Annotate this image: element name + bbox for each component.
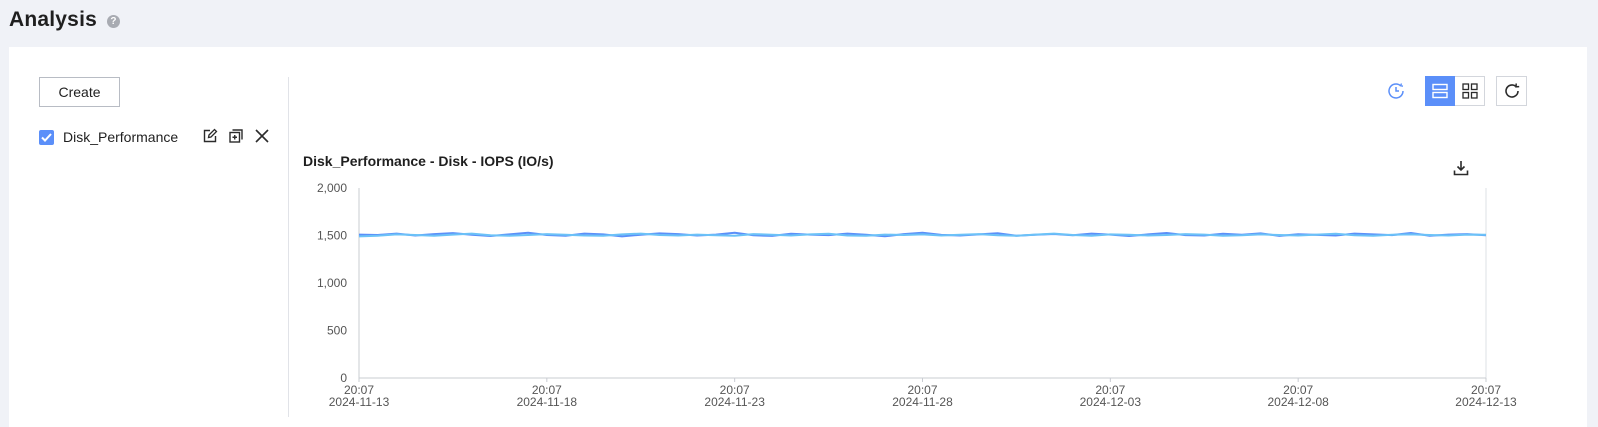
column-divider xyxy=(288,77,289,417)
list-view-button[interactable] xyxy=(1425,76,1455,106)
x-tick-date: 2024-12-13 xyxy=(1455,395,1517,409)
close-icon[interactable] xyxy=(253,127,271,145)
analysis-panel: Create Disk_Performance xyxy=(9,47,1587,427)
analysis-list: Create Disk_Performance xyxy=(9,47,289,427)
create-button[interactable]: Create xyxy=(39,77,120,107)
x-tick-date: 2024-12-08 xyxy=(1267,395,1329,409)
series-line-DAE000.1 xyxy=(358,232,1487,238)
x-tick-date: 2024-11-13 xyxy=(329,395,390,409)
chart-toolbar xyxy=(1385,76,1527,106)
x-tick-date: 2024-12-03 xyxy=(1080,395,1142,409)
x-tick-time: 20:07 xyxy=(1283,383,1313,397)
analysis-item-actions xyxy=(201,127,271,145)
x-tick-time: 20:07 xyxy=(532,383,562,397)
x-tick-date: 2024-11-28 xyxy=(892,395,953,409)
y-tick-label: 500 xyxy=(327,324,347,338)
download-icon[interactable] xyxy=(1452,159,1470,177)
x-tick-date: 2024-11-18 xyxy=(517,395,578,409)
x-tick-date: 2024-11-23 xyxy=(704,395,765,409)
x-tick-time: 20:07 xyxy=(1095,383,1125,397)
y-tick-label: 1,500 xyxy=(317,229,347,243)
page-title: Analysis xyxy=(9,8,97,31)
y-tick-label: 0 xyxy=(340,371,347,385)
y-tick-label: 1,000 xyxy=(317,276,347,290)
grid-view-icon xyxy=(1461,83,1478,99)
x-tick-time: 20:07 xyxy=(720,383,750,397)
clock-icon[interactable] xyxy=(1385,80,1407,102)
list-view-icon xyxy=(1432,83,1448,99)
page-header: Analysis ? xyxy=(9,0,120,40)
grid-view-button[interactable] xyxy=(1455,76,1485,106)
refresh-button[interactable] xyxy=(1496,76,1527,106)
y-tick-label: 2,000 xyxy=(317,181,347,195)
analysis-item-checkbox[interactable] xyxy=(39,129,54,145)
chart-title: Disk_Performance - Disk - IOPS (IO/s) xyxy=(303,153,554,169)
edit-icon[interactable] xyxy=(201,127,219,145)
y-axis: 0 500 1,000 1,500 2,000 xyxy=(317,181,1487,385)
x-axis: 20:072024-11-1320:072024-11-1820:072024-… xyxy=(329,377,1517,409)
analysis-item[interactable]: Disk_Performance xyxy=(39,127,178,147)
view-switcher xyxy=(1425,76,1485,106)
analysis-item-label: Disk_Performance xyxy=(63,129,179,145)
copy-add-icon[interactable] xyxy=(227,127,245,145)
x-tick-time: 20:07 xyxy=(1471,383,1501,397)
x-tick-time: 20:07 xyxy=(344,383,374,397)
check-icon xyxy=(41,132,52,142)
question-circle-icon[interactable]: ? xyxy=(106,14,120,28)
chart-series xyxy=(358,231,1487,238)
refresh-icon xyxy=(1504,83,1519,98)
x-tick-time: 20:07 xyxy=(907,383,937,397)
